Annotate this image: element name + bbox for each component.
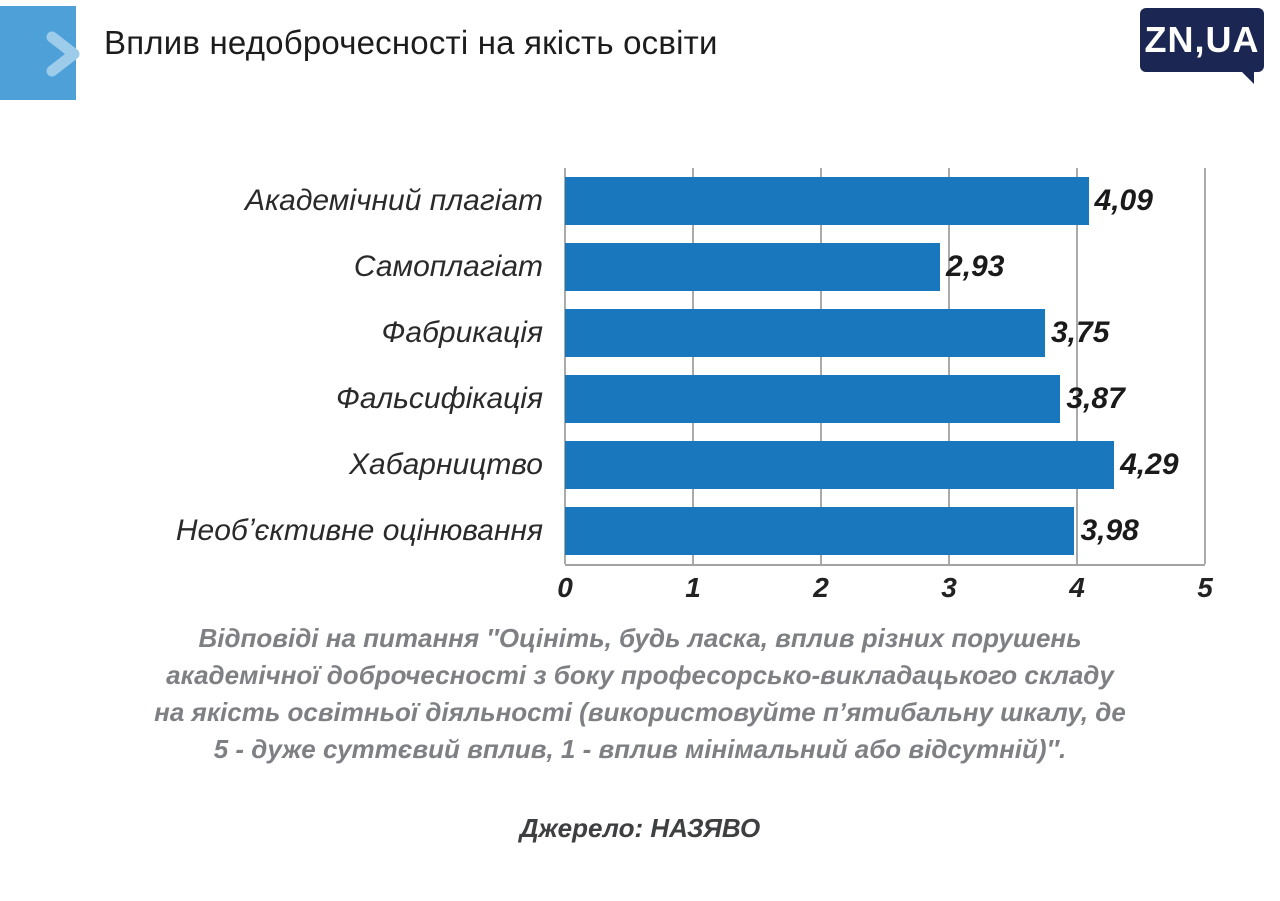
bar-value-label: 3,75 — [1051, 316, 1110, 349]
category-label: Хабарництво — [349, 448, 543, 481]
gridline — [948, 168, 950, 564]
x-tick-label: 1 — [685, 572, 701, 603]
znua-logo: ZN,UA — [1140, 8, 1264, 84]
bar — [565, 507, 1075, 555]
bar-track: 3,98 — [565, 507, 1205, 555]
x-tick-label: 5 — [1197, 572, 1213, 603]
bar-row: Хабарництво 4,29 — [0, 432, 1260, 498]
accent-square — [0, 6, 80, 100]
x-tick-label: 3 — [941, 572, 957, 603]
category-label: Самоплагіат — [353, 250, 543, 283]
chevron-right-icon — [46, 31, 80, 77]
caption-line: на якість освітньої діяльності (використ… — [154, 697, 1126, 727]
bar-value-label: 2,93 — [946, 250, 1005, 283]
bar-row: Фабрикація 3,75 — [0, 300, 1260, 366]
bar-chart: Академічний плагіат 4,09 Самоплагіат 2,93 Фа… — [0, 168, 1260, 603]
bar-track: 4,09 — [565, 177, 1205, 225]
chart-gridlines — [564, 168, 1206, 566]
gridline — [1076, 168, 1078, 564]
bar-rows: Академічний плагіат 4,09 Самоплагіат 2,93 Фа… — [0, 168, 1260, 564]
x-tick-label: 0 — [557, 572, 573, 603]
bar-track: 4,29 — [565, 441, 1205, 489]
bar-value-label: 3,98 — [1080, 514, 1139, 547]
bar-track: 3,75 — [565, 309, 1205, 357]
bar-track: 2,93 — [565, 243, 1205, 291]
category-label: Необʼєктивне оцінювання — [175, 514, 543, 547]
bar-row: Академічний плагіат 4,09 — [0, 168, 1260, 234]
category-label: Фабрикація — [381, 316, 543, 349]
bar-row: Фальсифікація 3,87 — [0, 366, 1260, 432]
x-tick-label: 4 — [1069, 572, 1085, 603]
bar-row: Самоплагіат 2,93 — [0, 234, 1260, 300]
category-label: Академічний плагіат — [244, 184, 543, 217]
gridline — [692, 168, 694, 564]
caption-line: 5 - дуже суттєвий вплив, 1 - вплив мінім… — [213, 734, 1067, 764]
bar — [565, 375, 1061, 423]
chart-caption: Відповіді на питання ″Оцініть, будь ласк… — [0, 620, 1280, 768]
page-title: Вплив недоброчесності на якість освіти — [104, 24, 718, 61]
bar — [565, 441, 1115, 489]
source-text: Джерело: НАЗЯВО — [519, 813, 761, 843]
x-tick-label: 2 — [813, 572, 829, 603]
bar — [565, 243, 941, 291]
logo-text: ZN,UA — [1144, 19, 1260, 60]
gridline — [564, 168, 566, 564]
bar — [565, 177, 1089, 225]
bar-value-label: 4,09 — [1094, 184, 1153, 217]
bar-row: Необʼєктивне оцінювання 3,98 — [0, 498, 1260, 564]
x-axis: 0 1 2 3 4 5 — [557, 572, 1213, 612]
category-label: Фальсифікація — [336, 382, 543, 415]
bar-track: 3,87 — [565, 375, 1205, 423]
bar-value-label: 3,87 — [1066, 382, 1125, 415]
gridline — [1204, 168, 1206, 564]
bar — [565, 309, 1045, 357]
bar-value-label: 4,29 — [1120, 448, 1179, 481]
caption-line: академічної доброчесності з боку професо… — [166, 660, 1114, 690]
gridline — [820, 168, 822, 564]
caption-line: Відповіді на питання ″Оцініть, будь ласк… — [198, 623, 1082, 653]
